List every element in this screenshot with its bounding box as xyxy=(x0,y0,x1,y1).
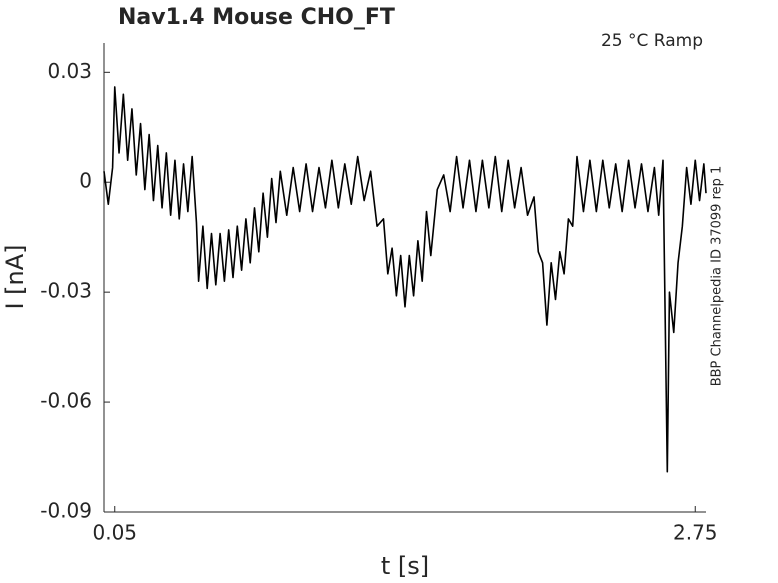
y-tick-label: 0 xyxy=(79,169,92,193)
trace xyxy=(103,86,707,473)
y-tick-label: -0.06 xyxy=(40,389,92,413)
y-tick-label: 0.03 xyxy=(47,59,92,83)
x-tick-label: 0.05 xyxy=(92,521,137,545)
x-tick-label: 2.75 xyxy=(673,521,718,545)
y-tick-label: -0.03 xyxy=(40,279,92,303)
side-note: BBP Channelpedia ID 37099 rep 1 xyxy=(710,166,725,387)
annotation: 25 °C Ramp xyxy=(601,31,703,51)
x-axis-label: t [s] xyxy=(381,552,429,580)
y-axis-label: I [nA] xyxy=(1,244,29,309)
chart-title: Nav1.4 Mouse CHO_FT xyxy=(118,5,395,30)
y-tick-label: -0.09 xyxy=(40,499,92,523)
